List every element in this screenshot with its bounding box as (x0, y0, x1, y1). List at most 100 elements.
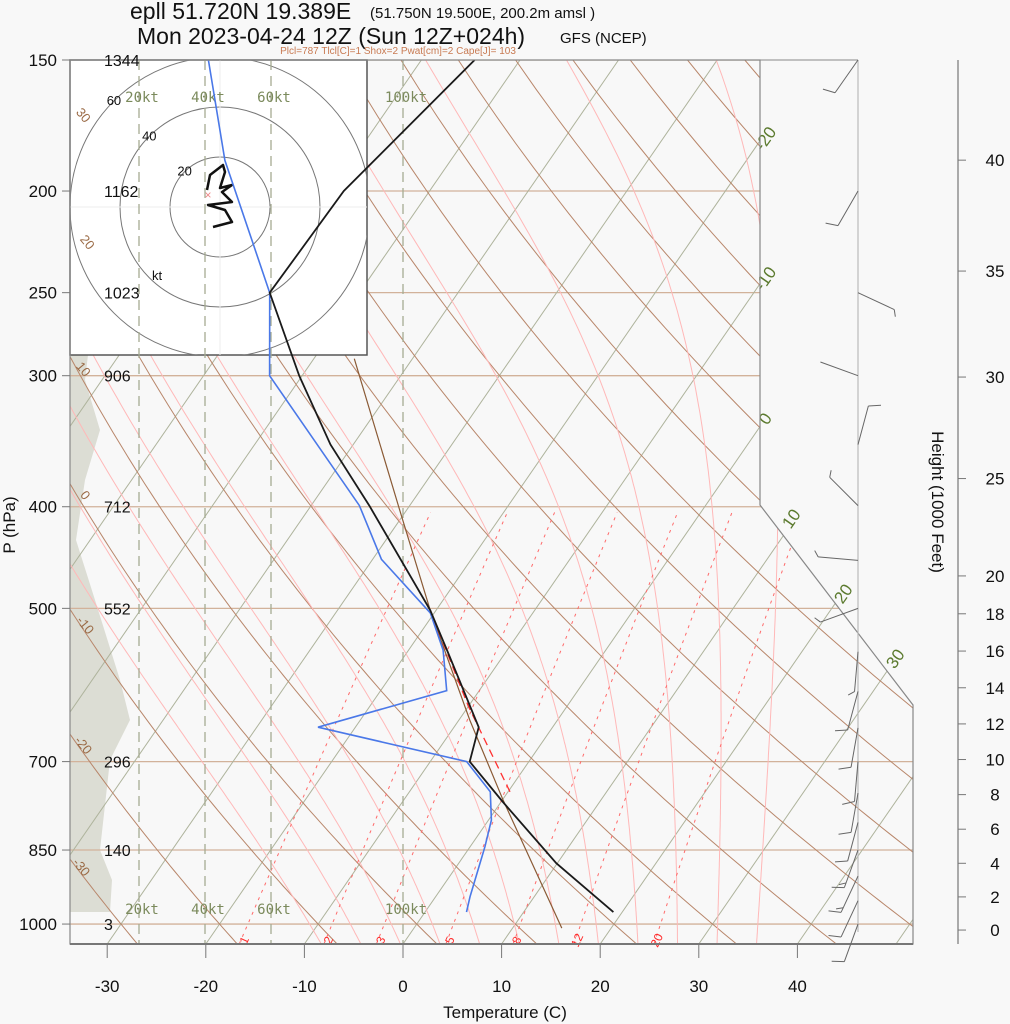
wind-barb-flag (838, 882, 847, 886)
pressure-label: 150 (29, 51, 57, 70)
moist-adiabat-line (133, 60, 560, 944)
height-label: 25 (986, 470, 1005, 489)
wind-barb-staff (854, 761, 859, 802)
height-label: 18 (986, 605, 1005, 624)
moist-adiabat-line (566, 60, 722, 944)
wind-barb-flag (842, 800, 855, 805)
height-label: 14 (986, 679, 1005, 698)
wind-barb-staff (857, 405, 869, 445)
wind-barbs (814, 59, 896, 963)
isotherm-label: 10 (778, 506, 804, 532)
station-title: epll 51.720N 19.389E (130, 0, 351, 24)
wind-barb-staff (847, 691, 859, 731)
dry-adiabat-line (70, 60, 740, 944)
dry-adiabat-line (457, 60, 913, 944)
moist-adiabat-line (307, 60, 639, 944)
isotherm-label: -20 (751, 123, 781, 154)
wind-barb-staff (850, 727, 859, 768)
valid-time: Mon 2023-04-24 12Z (Sun 12Z+024h) (137, 23, 525, 49)
geopotential-label: 552 (104, 601, 131, 618)
height-label: 12 (986, 715, 1005, 734)
dry-adiabat-line (70, 60, 140, 944)
hodograph-ring-label: 40 (142, 128, 156, 143)
wind-barb-flag (836, 907, 844, 910)
mixing-ratio-line (323, 512, 508, 944)
moist-adiabat-line (70, 60, 442, 944)
dewpoint-line (207, 60, 493, 913)
wind-barb-staff (850, 792, 859, 833)
x-tick-label: 30 (689, 977, 708, 996)
dry-adiabat-line (343, 60, 913, 944)
pressure-label: 200 (29, 182, 57, 201)
hodograph-trace (205, 163, 234, 229)
x-tick-label: -20 (194, 977, 219, 996)
geopotential-label: 1023 (104, 286, 140, 303)
geopotential-label: 712 (104, 500, 131, 517)
speed-line-label-bottom: 60kt (257, 902, 291, 918)
moist-adiabat-line (70, 60, 363, 944)
model-name: GFS (NCEP) (560, 30, 647, 47)
wind-barb-staff (857, 292, 895, 311)
wind-barb-staff (840, 875, 859, 913)
isotherm-line (303, 60, 913, 944)
wind-barb-staff (840, 900, 859, 938)
pressure-label: 1000 (19, 915, 57, 934)
x-tick-label: 0 (398, 977, 407, 996)
dry-adiabat-line (400, 60, 913, 944)
moist-adiabat-line (425, 60, 678, 944)
isotherm-line (796, 60, 913, 944)
y-axis-title: P (hPa) (0, 496, 19, 553)
moist-adiabat-line (715, 60, 779, 944)
speed-line-label-top: 40kt (191, 90, 225, 106)
wind-barb-staff (820, 361, 859, 377)
moist-adiabat-line (70, 60, 521, 944)
mixing-ratio-line (238, 512, 432, 944)
geopotential-label: 296 (104, 755, 131, 772)
isotherm-line (205, 60, 817, 944)
wind-barb-staff (843, 849, 859, 888)
height-label: 35 (986, 262, 1005, 281)
wind-barb-staff (854, 651, 859, 692)
isotherm-line (106, 60, 718, 944)
geopotential-label: 140 (104, 843, 131, 860)
dry-adiabat-line (228, 60, 913, 944)
wind-barb-staff (829, 476, 859, 506)
geopotential-label: 3 (104, 917, 113, 934)
stability-indices: Plcl=787 Tlcl[C]=1 Shox=2 Pwat[cm]=2 Cap… (280, 46, 516, 57)
wind-barb-flag (838, 831, 852, 835)
wind-barb-flag (847, 691, 855, 696)
x-tick-label: 40 (788, 977, 807, 996)
height-label: 20 (986, 567, 1005, 586)
isotherm-label: 30 (882, 646, 908, 672)
height-label: 2 (990, 888, 999, 907)
height-label: 10 (986, 751, 1005, 770)
wind-barb-flag (828, 910, 842, 913)
pressure-label: 700 (29, 753, 57, 772)
geopotential-label: 1162 (104, 184, 139, 201)
axes: -30 -20 -10 0 10 20 30 401502002503004005007008… (19, 51, 1004, 996)
y2-axis-title: Height (1000 Feet) (928, 431, 947, 573)
isotherm-label: -10 (751, 263, 781, 294)
dry-adiabat-line (285, 60, 913, 944)
wind-barb-flag (834, 860, 848, 863)
pressure-label: 250 (29, 284, 57, 303)
isotherm-line (698, 60, 913, 944)
moist-adiabat-line (70, 60, 481, 944)
wind-barb-flag (814, 617, 821, 623)
hodograph-unit: kt (152, 268, 163, 283)
dry-adiabat-line (974, 60, 1010, 946)
wind-barb-flag (822, 88, 836, 94)
grid-point-info: (51.750N 19.500E, 200.2m amsl ) (370, 5, 595, 22)
mixing-ratio-line (573, 512, 733, 944)
wind-barb-staff (834, 59, 859, 94)
parcel-line (353, 358, 563, 929)
x-tick-label: 20 (591, 977, 610, 996)
dry-adiabat-line (687, 60, 913, 944)
dry-adiabat-line (70, 60, 440, 944)
wind-barb-flag (893, 309, 896, 317)
temperature-line (268, 60, 614, 913)
